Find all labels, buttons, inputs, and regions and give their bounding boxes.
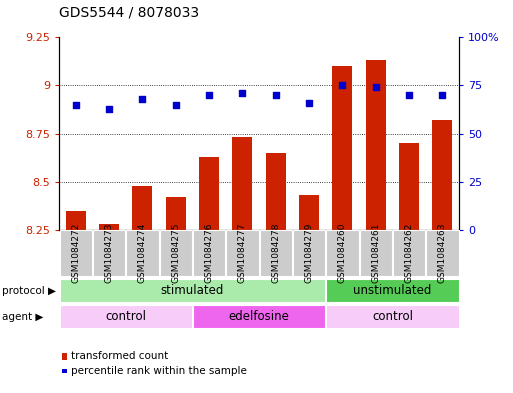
Point xyxy=(71,101,80,108)
Text: agent ▶: agent ▶ xyxy=(2,312,43,322)
Text: GSM1084262: GSM1084262 xyxy=(405,223,413,283)
Bar xyxy=(99,224,119,230)
Text: stimulated: stimulated xyxy=(161,284,224,298)
Point xyxy=(305,100,313,106)
Text: GDS5544 / 8078033: GDS5544 / 8078033 xyxy=(59,6,199,20)
Bar xyxy=(266,153,286,230)
Point xyxy=(405,92,413,98)
Bar xyxy=(299,195,319,230)
Text: GSM1084276: GSM1084276 xyxy=(205,223,213,283)
Bar xyxy=(66,211,86,230)
Bar xyxy=(399,143,419,230)
Bar xyxy=(199,157,219,230)
Text: GSM1084261: GSM1084261 xyxy=(371,223,380,283)
Text: GSM1084260: GSM1084260 xyxy=(338,223,347,283)
Text: GSM1084277: GSM1084277 xyxy=(238,223,247,283)
Point xyxy=(171,101,180,108)
Point xyxy=(338,82,346,88)
Text: control: control xyxy=(372,310,413,323)
Text: GSM1084275: GSM1084275 xyxy=(171,223,180,283)
Bar xyxy=(332,66,352,230)
Text: GSM1084263: GSM1084263 xyxy=(438,223,447,283)
Text: control: control xyxy=(105,310,146,323)
Bar xyxy=(166,197,186,230)
Text: GSM1084272: GSM1084272 xyxy=(71,223,80,283)
Text: unstimulated: unstimulated xyxy=(353,284,431,298)
Bar xyxy=(432,120,452,230)
Bar xyxy=(232,138,252,230)
Bar xyxy=(366,61,386,230)
Point xyxy=(438,92,446,98)
Point xyxy=(138,96,146,102)
Point xyxy=(271,92,280,98)
Text: percentile rank within the sample: percentile rank within the sample xyxy=(71,366,247,376)
Point xyxy=(238,90,246,96)
Text: protocol ▶: protocol ▶ xyxy=(2,286,55,296)
Text: GSM1084273: GSM1084273 xyxy=(105,223,113,283)
Text: GSM1084274: GSM1084274 xyxy=(138,223,147,283)
Text: transformed count: transformed count xyxy=(71,351,168,362)
Text: GSM1084279: GSM1084279 xyxy=(305,223,313,283)
Bar xyxy=(132,185,152,230)
Point xyxy=(371,84,380,90)
Text: edelfosine: edelfosine xyxy=(229,310,289,323)
Point xyxy=(205,92,213,98)
Point xyxy=(105,105,113,112)
Text: GSM1084278: GSM1084278 xyxy=(271,223,280,283)
